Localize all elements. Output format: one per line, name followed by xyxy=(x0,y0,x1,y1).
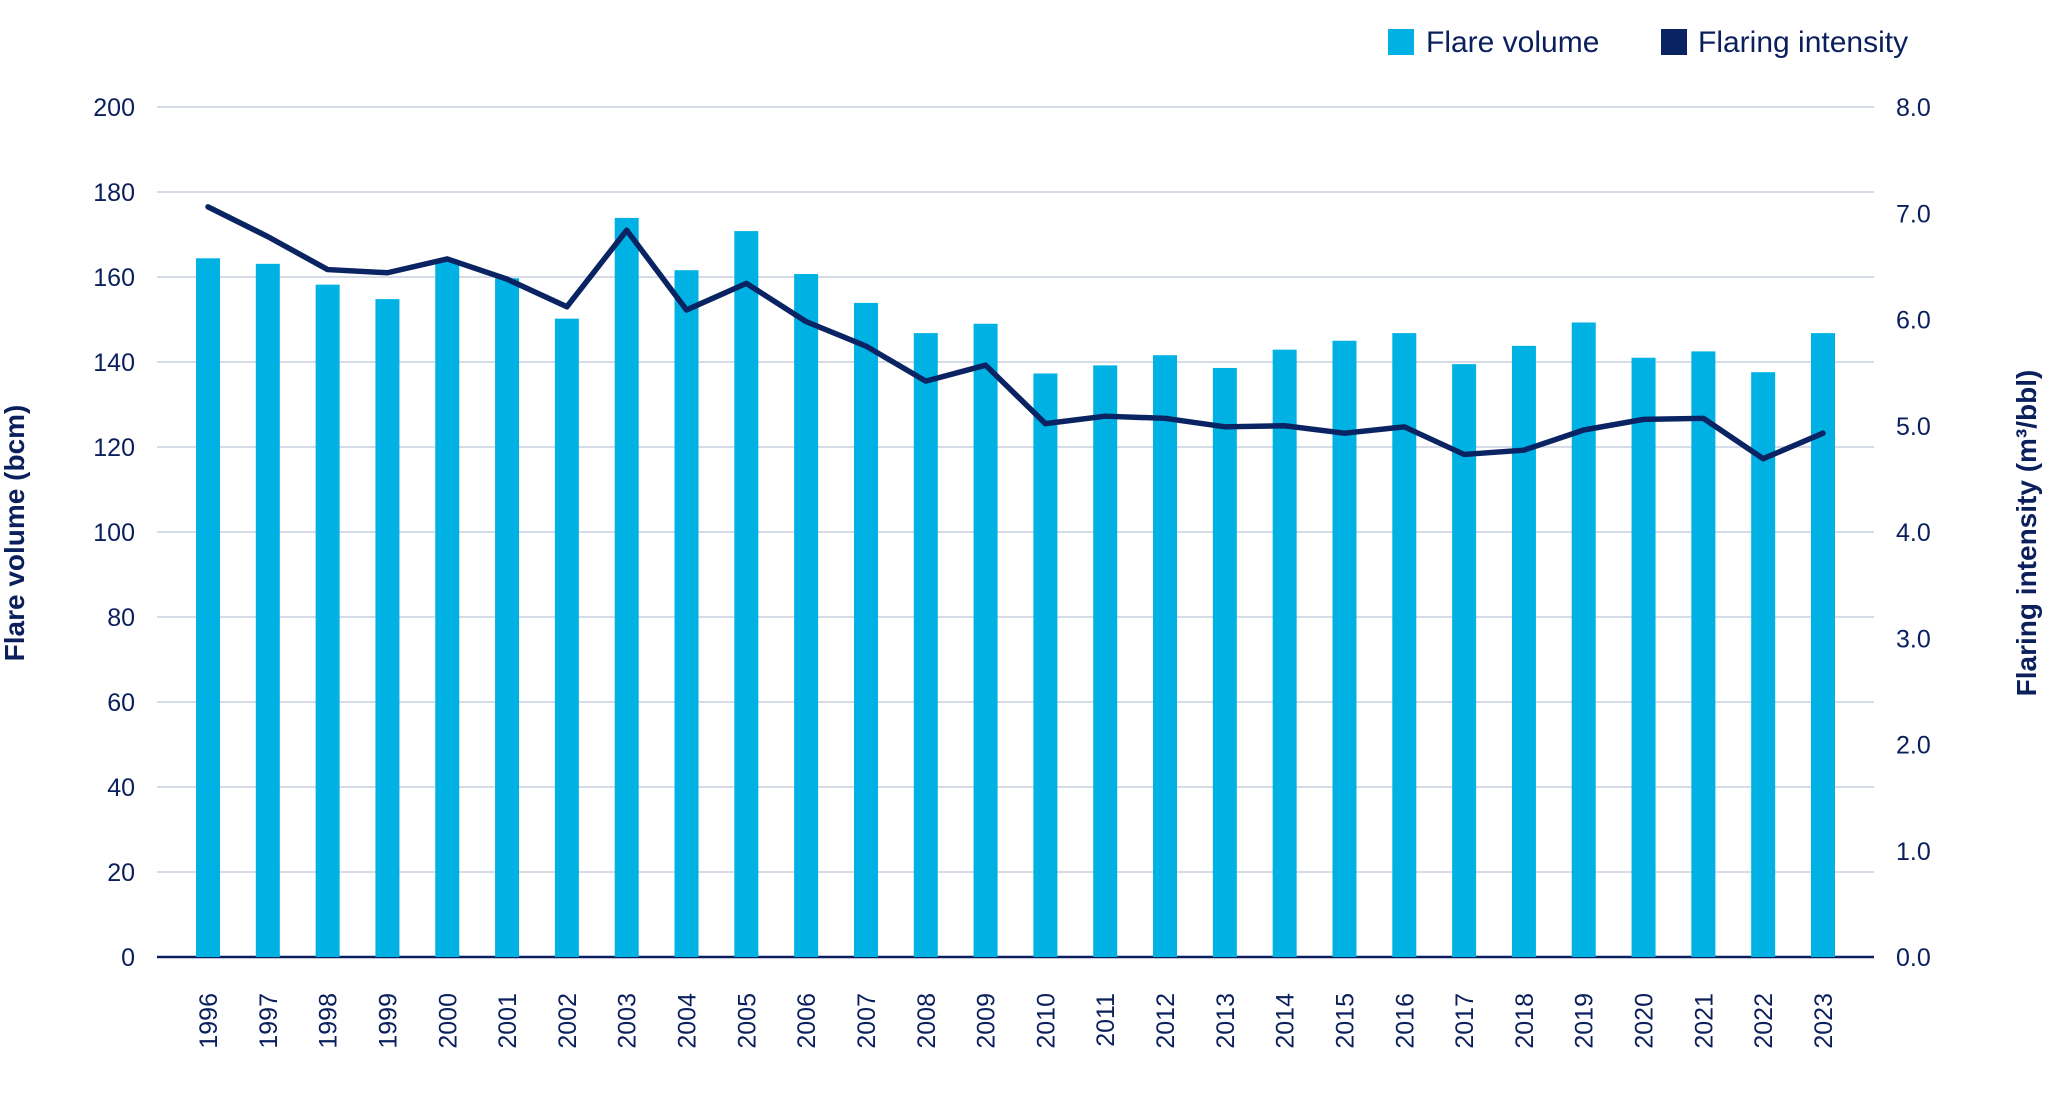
right-tick-label: 4.0 xyxy=(1896,519,1931,547)
left-tick-label: 80 xyxy=(107,604,135,632)
bar-2004 xyxy=(675,270,699,957)
left-tick-label: 120 xyxy=(93,434,135,462)
bar-2010 xyxy=(1033,373,1057,957)
x-tick-label: 2023 xyxy=(1810,993,1838,1049)
x-tick-label: 2004 xyxy=(674,993,702,1049)
x-tick-label: 2006 xyxy=(793,993,821,1049)
left-tick-label: 20 xyxy=(107,859,135,887)
x-tick-label: 2020 xyxy=(1631,993,1659,1049)
left-tick-label: 140 xyxy=(93,349,135,377)
x-tick-label: 2013 xyxy=(1212,993,1240,1049)
x-tick-label: 1996 xyxy=(195,993,223,1049)
right-axis-title: Flaring intensity (m³/bbl) xyxy=(2011,370,2042,697)
right-tick-label: 5.0 xyxy=(1896,413,1931,441)
bar-2008 xyxy=(914,333,938,957)
x-tick-label: 2012 xyxy=(1152,993,1180,1049)
x-tick-label: 2007 xyxy=(853,993,881,1049)
x-tick-label: 2003 xyxy=(614,993,642,1049)
x-tick-label: 1999 xyxy=(374,993,402,1049)
bar-2000 xyxy=(435,261,459,957)
x-tick-label: 1998 xyxy=(315,993,343,1049)
bars xyxy=(196,218,1835,957)
x-tick-label: 2005 xyxy=(733,993,761,1049)
bar-2014 xyxy=(1273,350,1297,957)
left-tick-label: 160 xyxy=(93,264,135,292)
left-tick-label: 180 xyxy=(93,179,135,207)
bar-2006 xyxy=(794,274,818,957)
left-axis-ticks: 0 20 40 60 80 100 120 140 160 180 200 xyxy=(93,94,135,972)
left-tick-label: 100 xyxy=(93,519,135,547)
x-tick-label: 2001 xyxy=(494,993,522,1049)
bar-2012 xyxy=(1153,355,1177,957)
bar-2011 xyxy=(1093,365,1117,957)
bar-2021 xyxy=(1691,351,1715,957)
left-tick-label: 60 xyxy=(107,689,135,717)
x-tick-label: 2010 xyxy=(1032,993,1060,1049)
x-tick-label: 2021 xyxy=(1690,993,1718,1049)
x-tick-label: 2008 xyxy=(913,993,941,1049)
x-tick-label: 2018 xyxy=(1511,993,1539,1049)
bar-1999 xyxy=(375,299,399,957)
x-tick-label: 2009 xyxy=(973,993,1001,1049)
right-tick-label: 7.0 xyxy=(1896,200,1931,228)
bar-1996 xyxy=(196,258,220,957)
right-tick-label: 6.0 xyxy=(1896,307,1931,335)
x-tick-label: 2017 xyxy=(1451,993,1479,1049)
bar-2009 xyxy=(974,324,998,957)
x-tick-label: 2016 xyxy=(1391,993,1419,1049)
bar-2005 xyxy=(734,231,758,957)
bar-2002 xyxy=(555,319,579,957)
legend: Flare volume Flaring intensity xyxy=(1388,26,1908,59)
left-tick-label: 200 xyxy=(93,94,135,122)
bar-2013 xyxy=(1213,368,1237,957)
right-tick-label: 0.0 xyxy=(1896,944,1931,972)
legend-swatch-flare-volume xyxy=(1388,29,1414,55)
bar-2023 xyxy=(1811,333,1835,957)
right-tick-label: 3.0 xyxy=(1896,625,1931,653)
bar-1998 xyxy=(316,285,340,957)
left-tick-label: 40 xyxy=(107,774,135,802)
bar-2018 xyxy=(1512,346,1536,957)
bar-2001 xyxy=(495,278,519,957)
bar-1997 xyxy=(256,264,280,957)
x-tick-label: 2014 xyxy=(1272,993,1300,1049)
x-tick-label: 2022 xyxy=(1750,993,1778,1049)
left-tick-label: 0 xyxy=(121,944,135,972)
x-tick-label: 2019 xyxy=(1571,993,1599,1049)
legend-swatch-flaring-intensity xyxy=(1661,29,1687,55)
legend-label-flare-volume: Flare volume xyxy=(1426,26,1599,59)
bar-2003 xyxy=(615,218,639,957)
x-axis-ticks: 1996 1997 1998 1999 2000 2001 2002 2003 2004 2005… xyxy=(195,993,1838,1049)
right-tick-label: 1.0 xyxy=(1896,838,1931,866)
bar-2020 xyxy=(1632,358,1656,957)
right-tick-label: 8.0 xyxy=(1896,94,1931,122)
left-axis-title: Flare volume (bcm) xyxy=(0,405,30,662)
x-tick-label: 2011 xyxy=(1092,993,1120,1047)
legend-label-flaring-intensity: Flaring intensity xyxy=(1698,26,1908,59)
right-tick-label: 2.0 xyxy=(1896,732,1931,760)
x-tick-label: 2015 xyxy=(1331,993,1359,1049)
x-tick-label: 2000 xyxy=(434,993,462,1049)
x-tick-label: 1997 xyxy=(255,993,283,1049)
bar-2019 xyxy=(1572,322,1596,957)
gridlines xyxy=(157,107,1874,957)
right-axis-ticks: 0.0 1.0 2.0 3.0 4.0 5.0 6.0 7.0 8.0 xyxy=(1896,94,1931,972)
bar-2007 xyxy=(854,303,878,957)
x-tick-label: 2002 xyxy=(554,993,582,1049)
